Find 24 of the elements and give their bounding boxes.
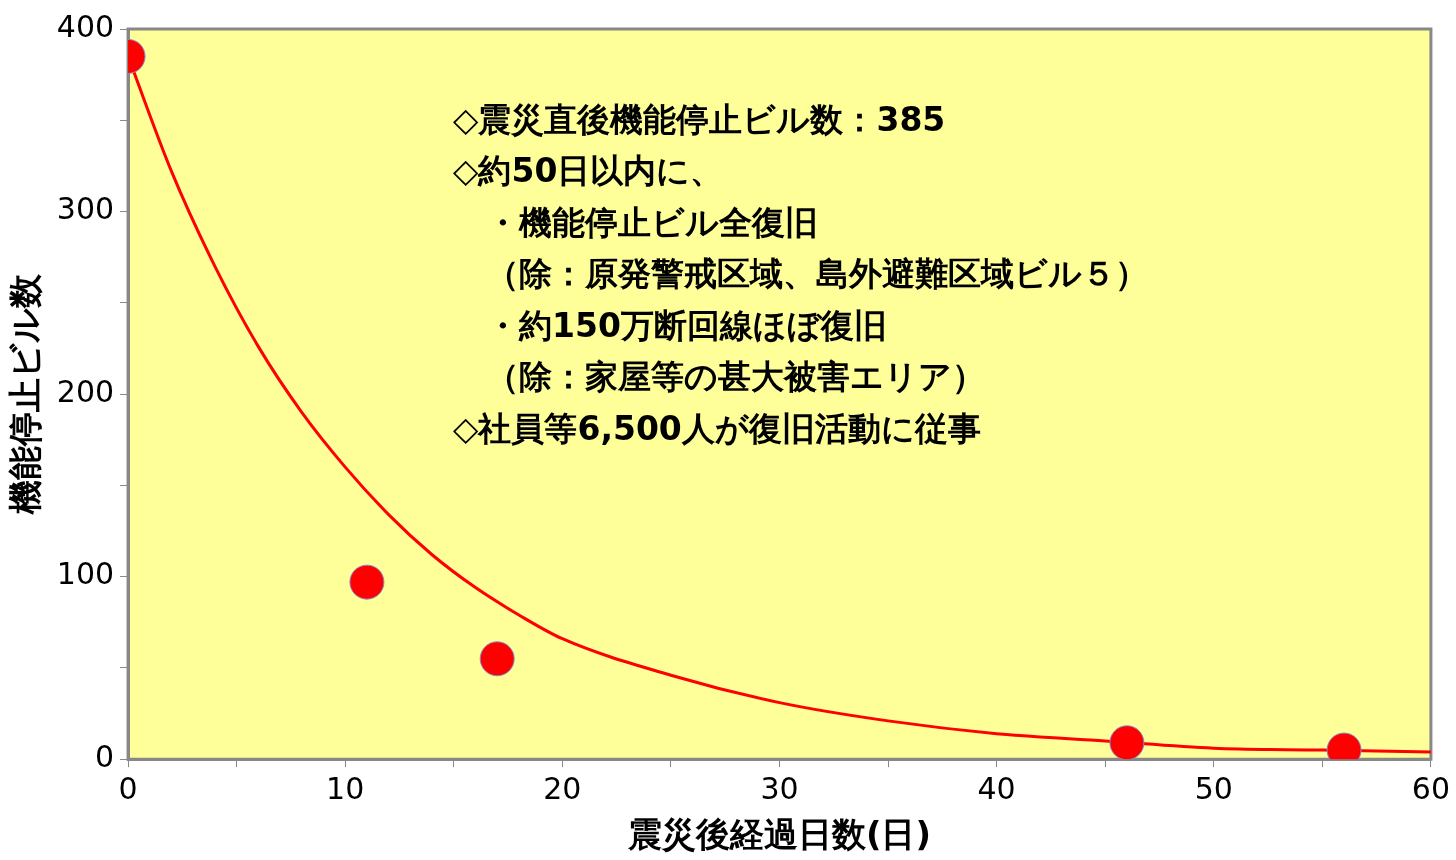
y-tick-label: 0 xyxy=(94,739,115,774)
x-tick-label: 60 xyxy=(1411,771,1451,806)
point xyxy=(1109,725,1145,760)
annotation: ◇約50日以内に、 xyxy=(453,151,724,191)
x-tick-label: 0 xyxy=(118,771,138,806)
x-tick-label: 20 xyxy=(543,771,582,806)
annotation: ◇社員等6,500人が復旧活動に従事 xyxy=(453,408,981,448)
y-tick-label: 100 xyxy=(56,556,115,592)
x-tick-label: 10 xyxy=(326,771,365,806)
annotation: ◇震災直後機能停止ビル数：385 xyxy=(453,99,946,139)
annotation: （除：家屋等の甚大被害エリア） xyxy=(453,357,986,397)
annotation: ・約150万断回線ほぼ復旧 xyxy=(453,305,887,345)
y-tick-label: 400 xyxy=(56,8,115,44)
y-tick-label: 200 xyxy=(56,373,115,409)
point xyxy=(479,641,515,677)
x-tick-label: 40 xyxy=(977,771,1016,806)
x-axis-title: 震災後経過日数(日) xyxy=(626,814,932,855)
x-tick-label: 30 xyxy=(760,771,799,806)
point xyxy=(349,564,385,600)
y-axis-title: 機能停止ビル数 xyxy=(5,273,46,516)
y-tick-label: 300 xyxy=(56,191,115,227)
annotation: （除：原発警戒区域、島外避難区域ビル５） xyxy=(453,254,1149,294)
x-tick-label: 50 xyxy=(1194,771,1233,806)
annotation: ・機能停止ビル全復旧 xyxy=(453,202,819,242)
